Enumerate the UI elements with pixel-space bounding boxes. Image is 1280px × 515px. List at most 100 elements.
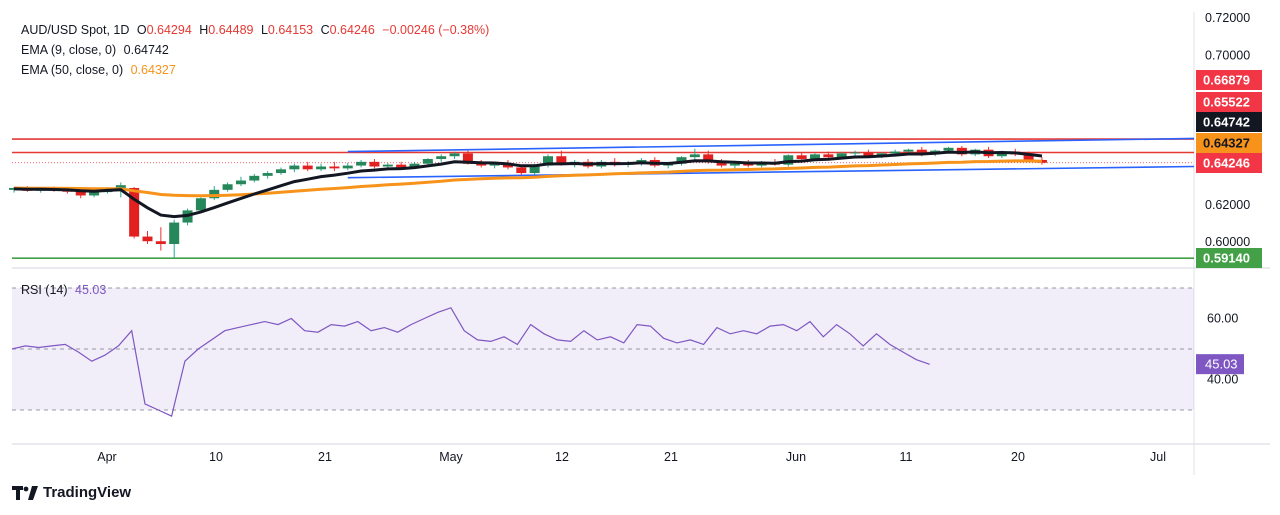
candle-32	[436, 154, 447, 162]
candle-body	[369, 161, 380, 167]
candle-body	[529, 165, 540, 174]
tradingview-logo[interactable]: TradingView	[12, 484, 131, 501]
rsi-badge-text: 45.03	[1205, 357, 1238, 372]
candle-16	[222, 182, 233, 192]
candle-body	[823, 154, 834, 158]
candle-body	[209, 189, 220, 199]
rsi-tick-label: 40.00	[1207, 373, 1238, 387]
candle-25	[342, 162, 353, 171]
candle-body	[89, 192, 100, 196]
candle-body	[462, 153, 473, 164]
ohlc-legend: AUD/USD Spot, 1D O0.64294 H0.64489 L0.64…	[21, 23, 493, 37]
price-badge-bg	[1196, 92, 1262, 112]
time-tick-label: May	[439, 450, 463, 464]
candle-body	[1023, 154, 1034, 160]
candle-12	[169, 219, 180, 259]
candle-51	[689, 148, 700, 160]
time-tick-label: 20	[1011, 450, 1025, 464]
high-label: H0.64489	[199, 23, 254, 37]
candle-body	[396, 164, 407, 168]
ema50-legend: EMA (50, close, 0) 0.64327	[21, 63, 180, 77]
candle-body	[449, 153, 460, 157]
rsi-tick-label: 60.00	[1207, 312, 1238, 326]
ema9-line	[13, 150, 1043, 219]
candle-17	[235, 176, 246, 187]
channel-line-1	[347, 165, 1195, 179]
candle-body	[502, 163, 513, 168]
candle-body	[115, 185, 126, 188]
time-tick-label: 10	[209, 450, 223, 464]
symbol-label: AUD/USD Spot, 1D	[21, 23, 130, 37]
price-tick-label: 0.72000	[1205, 11, 1250, 25]
tradingview-icon	[12, 485, 38, 500]
candle-body	[262, 173, 273, 176]
candle-body	[729, 163, 740, 166]
price-badge-text: 0.64246	[1203, 156, 1250, 171]
candle-31	[422, 158, 433, 166]
brand-name: TradingView	[43, 484, 132, 501]
close-value: 0.64246	[329, 23, 375, 37]
open-value: 0.64294	[146, 23, 192, 37]
candle-body	[543, 156, 553, 166]
candle-15	[209, 186, 220, 201]
time-tick-label: 11	[900, 450, 913, 464]
time-tick-label: 21	[318, 450, 332, 464]
candle-26	[356, 159, 367, 168]
low-label: L0.64153	[260, 23, 314, 37]
price-badge: 0.59140	[1196, 248, 1262, 268]
candle-body	[689, 154, 700, 158]
candle-body	[195, 198, 206, 211]
candle-body	[422, 159, 433, 164]
high-value: 0.64489	[208, 23, 254, 37]
rsi-value: 45.03	[75, 283, 107, 297]
ema50-value: 0.64327	[130, 63, 176, 77]
low-value: 0.64153	[267, 23, 314, 37]
candle-18	[249, 173, 260, 183]
price-badge: 0.64327	[1196, 133, 1262, 153]
candle-body	[235, 180, 246, 185]
price-tick-label: 0.70000	[1205, 48, 1250, 62]
candle-body	[222, 184, 233, 190]
candle-14	[195, 197, 206, 213]
time-tick-label: Jul	[1150, 450, 1166, 464]
price-tick-label: 0.60000	[1205, 235, 1250, 249]
candle-body	[382, 164, 393, 167]
candle-body	[810, 154, 820, 160]
candle-body	[676, 157, 687, 164]
candle-body	[850, 152, 861, 154]
candle-body	[155, 241, 166, 245]
candle-body	[863, 152, 874, 157]
candle-9	[129, 187, 140, 239]
candle-body	[316, 166, 327, 170]
candle-body	[169, 222, 180, 245]
candle-22	[302, 161, 313, 172]
candle-body	[916, 149, 927, 155]
rsi-legend: RSI (14) 45.03	[21, 283, 110, 297]
candle-20	[276, 167, 286, 175]
change-value: −0.00246 (−0.38%)	[382, 23, 490, 37]
candle-body	[943, 147, 954, 151]
time-tick-label: Apr	[97, 450, 116, 464]
candle-19	[262, 171, 273, 179]
candle-body	[329, 166, 340, 169]
price-badge: 0.66879	[1196, 70, 1262, 90]
candle-body	[342, 165, 353, 169]
candle-11	[155, 227, 166, 251]
candle-23	[316, 163, 327, 172]
time-tick-label: 21	[664, 450, 678, 464]
close-label: C0.64246	[320, 23, 375, 37]
candle-body	[356, 161, 367, 166]
ema9-label: EMA (9, close, 0)	[21, 43, 117, 57]
price-tick-label: 0.62000	[1205, 198, 1250, 212]
candle-body	[476, 163, 487, 166]
ema50-label: EMA (50, close, 0)	[21, 63, 124, 77]
time-tick-label: 12	[555, 450, 569, 464]
price-badge-text: 0.64327	[1203, 136, 1250, 151]
candle-body	[890, 151, 901, 154]
candle-body	[249, 175, 260, 181]
candle-body	[75, 191, 86, 196]
price-badge: 0.64742	[1196, 112, 1262, 132]
time-tick-label: Jun	[786, 450, 806, 464]
price-badge-text: 0.64742	[1203, 115, 1250, 130]
candle-body	[302, 165, 313, 170]
